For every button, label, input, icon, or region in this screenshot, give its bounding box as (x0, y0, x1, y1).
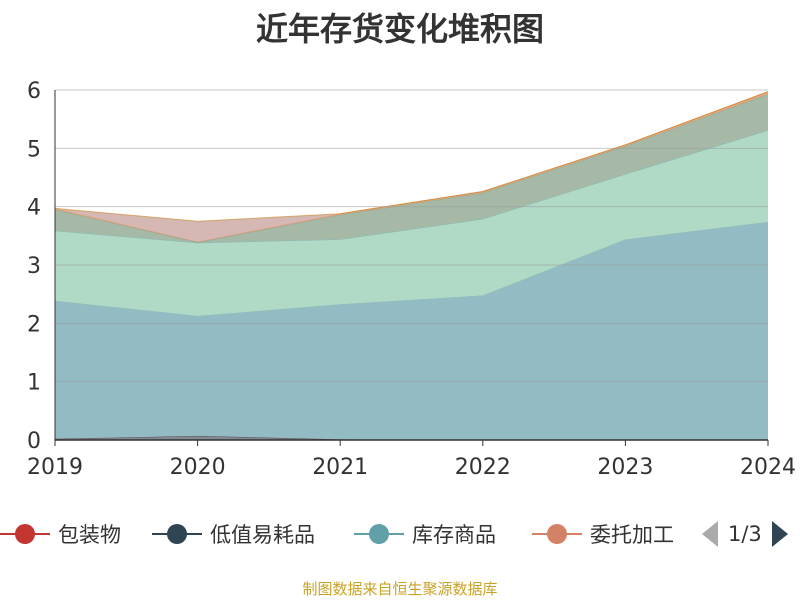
legend-label: 低值易耗品 (210, 523, 315, 547)
y-tick-label: 6 (27, 79, 41, 104)
legend-dot-1 (167, 524, 187, 544)
area-series-3 (55, 130, 768, 316)
legend-item-1[interactable]: 低值易耗品 (152, 516, 315, 552)
legend-label: 库存商品 (412, 523, 496, 547)
line-series-6 (54, 91, 769, 222)
legend-marker-2 (354, 524, 404, 544)
legend-label: 委托加工 (590, 523, 674, 547)
legend-item-3[interactable]: 委托加工 (532, 516, 674, 552)
y-tick-label: 3 (27, 254, 41, 279)
legend-marker-3 (532, 524, 582, 544)
legend-marker-0 (0, 524, 50, 544)
y-tick-label: 0 (27, 429, 41, 454)
legend-item-2[interactable]: 库存商品 (354, 516, 496, 552)
legend: 包装物 低值易耗品 库存商品 委托加工 1/3 (0, 516, 800, 552)
legend-page-indicator: 1/3 (728, 522, 762, 546)
y-tick-label: 1 (27, 371, 41, 396)
pager-next-icon[interactable] (770, 519, 790, 549)
legend-label: 包装物 (58, 523, 121, 547)
data-source-note: 制图数据来自恒生聚源数据库 (302, 580, 498, 598)
legend-dot-0 (15, 524, 35, 544)
legend-dot-3 (547, 524, 567, 544)
chart-title: 近年存货变化堆积图 (255, 10, 544, 48)
area-series-2 (55, 221, 768, 440)
x-tick-label: 2021 (312, 455, 368, 480)
y-tick-label: 5 (27, 137, 41, 162)
y-tick-label: 4 (27, 196, 41, 221)
x-tick-label: 2020 (170, 455, 226, 480)
legend-item-0[interactable]: 包装物 (0, 516, 121, 552)
area-series-4 (55, 94, 768, 243)
x-tick-label: 2024 (740, 455, 796, 480)
legend-marker-1 (152, 524, 202, 544)
y-tick-label: 2 (27, 312, 41, 337)
legend-pager: 1/3 (700, 516, 790, 552)
x-tick-label: 2022 (455, 455, 511, 480)
legend-dot-2 (369, 524, 389, 544)
x-tick-label: 2023 (597, 455, 653, 480)
pager-prev-icon[interactable] (700, 519, 720, 549)
x-tick-label: 2019 (27, 455, 83, 480)
